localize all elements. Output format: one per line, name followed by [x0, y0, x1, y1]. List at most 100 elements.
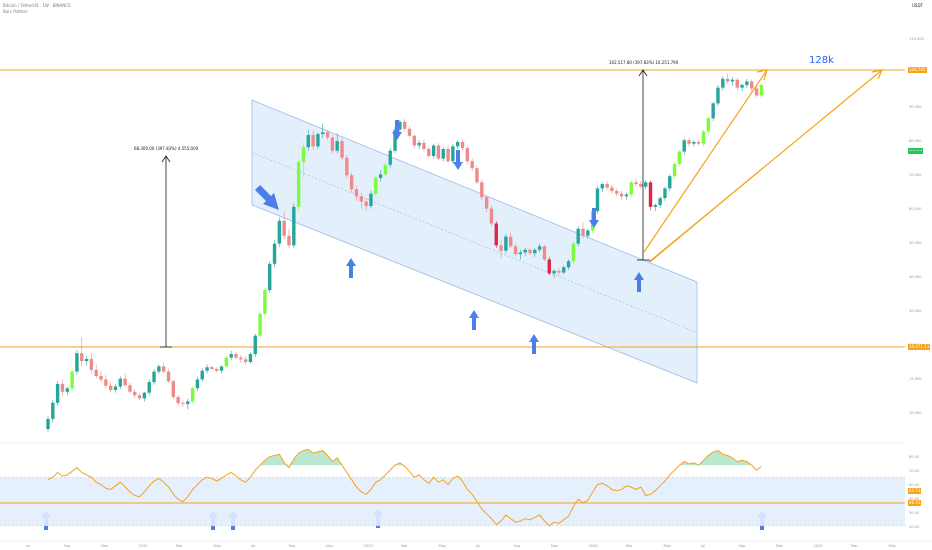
up-arrow-icon — [529, 334, 539, 354]
candle-body — [721, 78, 725, 88]
candle-body — [239, 357, 243, 360]
time-tick-label: Mar — [176, 544, 183, 548]
candle-body — [648, 182, 653, 207]
time-tick-label: May — [664, 544, 672, 548]
measure-right-label: 102,517.80 (397.83%) 10,251,790 — [609, 60, 679, 65]
candle-body — [316, 134, 320, 147]
rsi-line — [47, 448, 762, 527]
price-axis: 110,000 90,000 80,000 70,000 60,000 50,000 40,… — [909, 37, 925, 529]
candle-body — [137, 395, 142, 399]
time-axis: Jul Sep Nov 2022 Mar May Jul Sep Nov 2023 Mar May Ju… — [0, 540, 932, 548]
candle-body — [470, 161, 474, 169]
drawings: 68,300.00 (397.83%) 4,555,000 102,517.80 … — [41, 55, 884, 530]
candle-body — [547, 259, 551, 274]
candle-body — [108, 385, 113, 391]
down-arrow-icon — [453, 150, 463, 170]
lower-level-tag: 19,071.11 — [908, 344, 931, 350]
currency-label[interactable]: USDT — [912, 3, 923, 8]
candle-body — [624, 194, 629, 197]
candle-body — [672, 163, 677, 177]
candle-body — [287, 235, 291, 246]
candle-body — [687, 140, 691, 144]
candle-body — [643, 182, 648, 187]
candle-body — [706, 118, 711, 132]
candles — [46, 73, 764, 433]
candle-body — [730, 79, 735, 82]
candle-body — [354, 189, 359, 197]
upper-level-tag: 128,700 — [908, 67, 927, 73]
candle-body — [431, 145, 436, 156]
candle-body — [518, 252, 523, 255]
candle-body — [321, 132, 325, 135]
price-tick-label: 80,000 — [909, 139, 922, 143]
candle-body — [263, 290, 267, 314]
channel-midline — [251, 152, 698, 333]
candle-body — [417, 142, 421, 146]
candle-body — [393, 129, 397, 151]
candle-body — [600, 184, 604, 189]
candle-body — [282, 220, 286, 236]
price-tick-label: 15,000 — [909, 377, 922, 381]
candle-body — [460, 141, 465, 149]
candle-body — [229, 354, 233, 358]
candle-body — [210, 367, 214, 369]
price-tick-label: 70,000 — [909, 173, 922, 177]
candle-body — [364, 201, 368, 206]
candle-body — [152, 371, 156, 383]
candle-body — [451, 146, 455, 162]
candle-body — [552, 270, 556, 274]
measure-right-arrowhead — [638, 69, 648, 77]
candle-body — [513, 246, 518, 255]
time-tick-label: Nov — [326, 544, 334, 548]
candle-body — [200, 370, 204, 380]
rsi-panel — [0, 442, 905, 527]
candle-body — [465, 148, 470, 162]
candle-body — [528, 249, 532, 254]
horizontal-levels — [0, 69, 905, 348]
candle-body — [586, 230, 590, 236]
time-tick-label: Nov — [776, 544, 784, 548]
candle-body — [735, 79, 739, 88]
time-tick-label: Sep — [514, 544, 521, 548]
candle-body — [677, 151, 682, 164]
rsi-upper-tag: 64.51 — [908, 488, 922, 494]
candle-body — [711, 103, 715, 119]
candle-body — [629, 182, 633, 195]
candle-body — [176, 397, 180, 404]
candle-body — [268, 263, 272, 291]
candle-body — [427, 148, 431, 156]
candle-body — [576, 228, 580, 244]
candle-body — [75, 353, 79, 372]
candle-body — [441, 148, 445, 159]
candle-body — [89, 358, 94, 370]
channel-area — [251, 99, 698, 384]
time-tick-label: 2023 — [364, 544, 373, 548]
time-tick-label: 2025 — [814, 544, 823, 548]
candle-body — [509, 236, 513, 247]
candle-body — [123, 378, 127, 386]
symbol-subtitle: Bars Pattern — [3, 9, 28, 14]
candle-body — [292, 206, 296, 246]
time-tick-label: Nov — [101, 544, 109, 548]
candle-body — [523, 249, 527, 253]
candle-body — [682, 140, 686, 152]
candle-body — [205, 367, 209, 371]
candle-body — [311, 134, 315, 147]
time-tick-label: May — [214, 544, 222, 548]
candle-body — [65, 388, 69, 392]
candle-body — [759, 84, 764, 96]
candle-body — [480, 182, 484, 198]
candle-body — [581, 228, 585, 236]
candle-body — [639, 184, 643, 187]
candle-body — [234, 354, 238, 358]
candle-body — [701, 131, 706, 144]
candle-body — [658, 198, 662, 206]
candle-body — [243, 359, 248, 362]
down-arrow-icon — [589, 208, 599, 228]
up-arrow-icon — [634, 272, 644, 292]
candle-body — [446, 148, 450, 162]
candle-body — [113, 386, 118, 391]
candle-body — [494, 223, 498, 246]
candle-body — [692, 141, 696, 144]
